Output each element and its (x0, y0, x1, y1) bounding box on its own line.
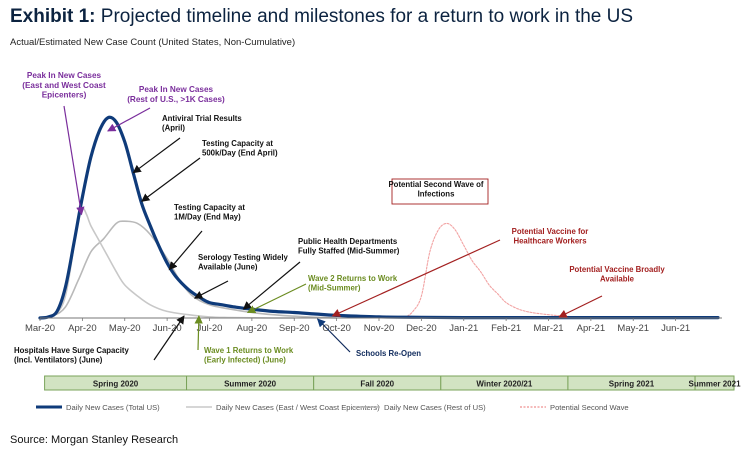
x-tick-label: Mar-21 (533, 323, 563, 334)
annotation-arrow-wave1 (194, 315, 203, 351)
annotation-line: Peak In New Cases (139, 85, 214, 94)
annotation-line: Available (June) (198, 262, 258, 271)
annotation-line: (April) (162, 123, 185, 132)
annotation-line: Potential Second Wave of (388, 180, 483, 189)
x-tick-label: Nov-20 (364, 323, 395, 334)
x-tick-label: Feb-21 (491, 323, 521, 334)
season-label: Spring 2020 (93, 380, 139, 389)
x-tick-label: Aug-20 (237, 323, 268, 334)
annotation-line: 1M/Day (End May) (174, 212, 241, 221)
annotation-testing-500k: Testing Capacity at 500k/Day (End April) (202, 139, 278, 157)
annotation-arrow-hospitals (153, 315, 185, 361)
season-label: Spring 2021 (609, 380, 655, 389)
annotation-box-second-wave-box (391, 178, 489, 205)
x-tick-label: May-21 (617, 323, 649, 334)
annotation-peak-rest: Peak In New Cases (Rest of U.S., >1K Case… (127, 85, 225, 104)
title-text: Projected timeline and milestones for a … (100, 6, 634, 27)
x-tick-label: Jan-21 (449, 323, 478, 334)
annotation-line: Potential Vaccine for (512, 227, 589, 236)
annotation-line: (Rest of U.S., >1K Cases) (127, 95, 225, 104)
annotation-line: Peak In New Cases (27, 71, 102, 80)
season-label: Summer 2021 (689, 380, 742, 389)
annotation-peak-east: Peak In New Cases (East and West Coast Epi… (22, 71, 106, 100)
x-tick-label: Apr-20 (68, 323, 97, 334)
annotation-arrow-vaccine-broad (558, 295, 603, 318)
annotation-line: Schools Re-Open (356, 349, 421, 358)
exhibit-label: Exhibit 1: (10, 6, 96, 27)
x-tick-label: Apr-21 (577, 323, 606, 334)
annotation-arrow-peak-east (63, 105, 85, 216)
annotation-arrow-peak-rest (107, 107, 151, 132)
legend-label: Potential Second Wave (550, 403, 629, 412)
annotation-arrow-serology (193, 280, 229, 299)
annotation-line: Available (600, 274, 635, 283)
annotation-line: (East and West Coast (22, 81, 106, 90)
season-label: Summer 2020 (224, 380, 277, 389)
annotation-wave1: Wave 1 Returns to Work (Early Infected) (… (204, 346, 294, 364)
annotation-line: (Incl. Ventilators) (June) (14, 355, 103, 364)
annotation-arrow-public-health (242, 261, 301, 310)
annotation-line: Epicenters) (42, 91, 87, 100)
annotation-arrow-vaccine-hc (331, 239, 501, 317)
annotation-line: Antiviral Trial Results (162, 114, 242, 123)
series-line-rest (39, 220, 338, 319)
annotation-arrow-schools (316, 318, 351, 353)
annotation-vaccine-broad: Potential Vaccine Broadly Available (569, 265, 665, 283)
annotation-public-health: Public Health Departments Fully Staffed (… (298, 237, 400, 255)
annotation-line: Testing Capacity at (202, 139, 273, 148)
annotation-arrow-testing-500k (141, 157, 201, 202)
annotation-arrow-wave2 (246, 283, 307, 314)
annotation-antiviral: Antiviral Trial Results (April) (162, 114, 242, 132)
annotation-line: Infections (418, 189, 455, 198)
annotation-schools: Schools Re-Open (356, 349, 421, 358)
x-tick-label: Jun-20 (153, 323, 182, 334)
annotation-line: 500k/Day (End April) (202, 148, 278, 157)
legend-label: Daily New Cases (Rest of US) (384, 403, 486, 412)
season-label: Fall 2020 (360, 380, 394, 389)
x-tick-label: Sep-20 (279, 323, 310, 334)
annotation-line: (Early Infected) (June) (204, 355, 286, 364)
annotation-testing-1m: Testing Capacity at 1M/Day (End May) (174, 203, 245, 221)
x-tick-label: Jul-20 (197, 323, 223, 334)
x-tick-label: Jun-21 (661, 323, 690, 334)
page-title: Exhibit 1: Projected timeline and milest… (10, 6, 633, 28)
chart-subtitle: Actual/Estimated New Case Count (United … (10, 37, 296, 48)
annotation-line: Serology Testing Widely (198, 253, 289, 262)
annotation-serology: Serology Testing Widely Available (June) (198, 253, 289, 271)
source-note: Source: Morgan Stanley Research (10, 434, 179, 446)
annotation-arrow-testing-1m (168, 230, 203, 271)
season-label: Winter 2020/21 (476, 380, 533, 389)
annotation-line: Potential Vaccine Broadly (569, 265, 665, 274)
annotation-line: (Mid-Summer) (308, 283, 361, 292)
x-tick-label: Mar-20 (25, 323, 55, 334)
annotation-line: Healthcare Workers (513, 236, 587, 245)
annotation-line: Testing Capacity at (174, 203, 245, 212)
legend-label: Daily New Cases (East / West Coast Epice… (216, 403, 380, 412)
x-tick-label: Oct-20 (322, 323, 351, 334)
annotation-arrow-antiviral (132, 137, 181, 174)
series-line-total (38, 115, 720, 320)
annotation-line: Public Health Departments (298, 237, 398, 246)
timeline-chart: Mar-20 Apr-20 May-20 Jun-20 Jul-20 Aug-20 Sep-… (14, 71, 742, 412)
legend-label: Daily New Cases (Total US) (66, 403, 160, 412)
annotation-vaccine-hc: Potential Vaccine for Healthcare Workers (512, 227, 589, 245)
annotation-line: Hospitals Have Surge Capacity (14, 346, 129, 355)
x-tick-label: Dec-20 (406, 323, 437, 334)
season-band (694, 375, 735, 391)
annotation-line: Wave 1 Returns to Work (204, 346, 294, 355)
annotation-line: Fully Staffed (Mid-Summer) (298, 246, 400, 255)
annotation-second-wave-box: Potential Second Wave of Infections (388, 180, 483, 198)
annotation-wave2: Wave 2 Returns to Work (Mid-Summer) (308, 274, 398, 292)
annotation-line: Wave 2 Returns to Work (308, 274, 398, 283)
x-tick-label: May-20 (109, 323, 141, 334)
annotation-hospitals: Hospitals Have Surge Capacity (Incl. Vent… (14, 346, 129, 364)
